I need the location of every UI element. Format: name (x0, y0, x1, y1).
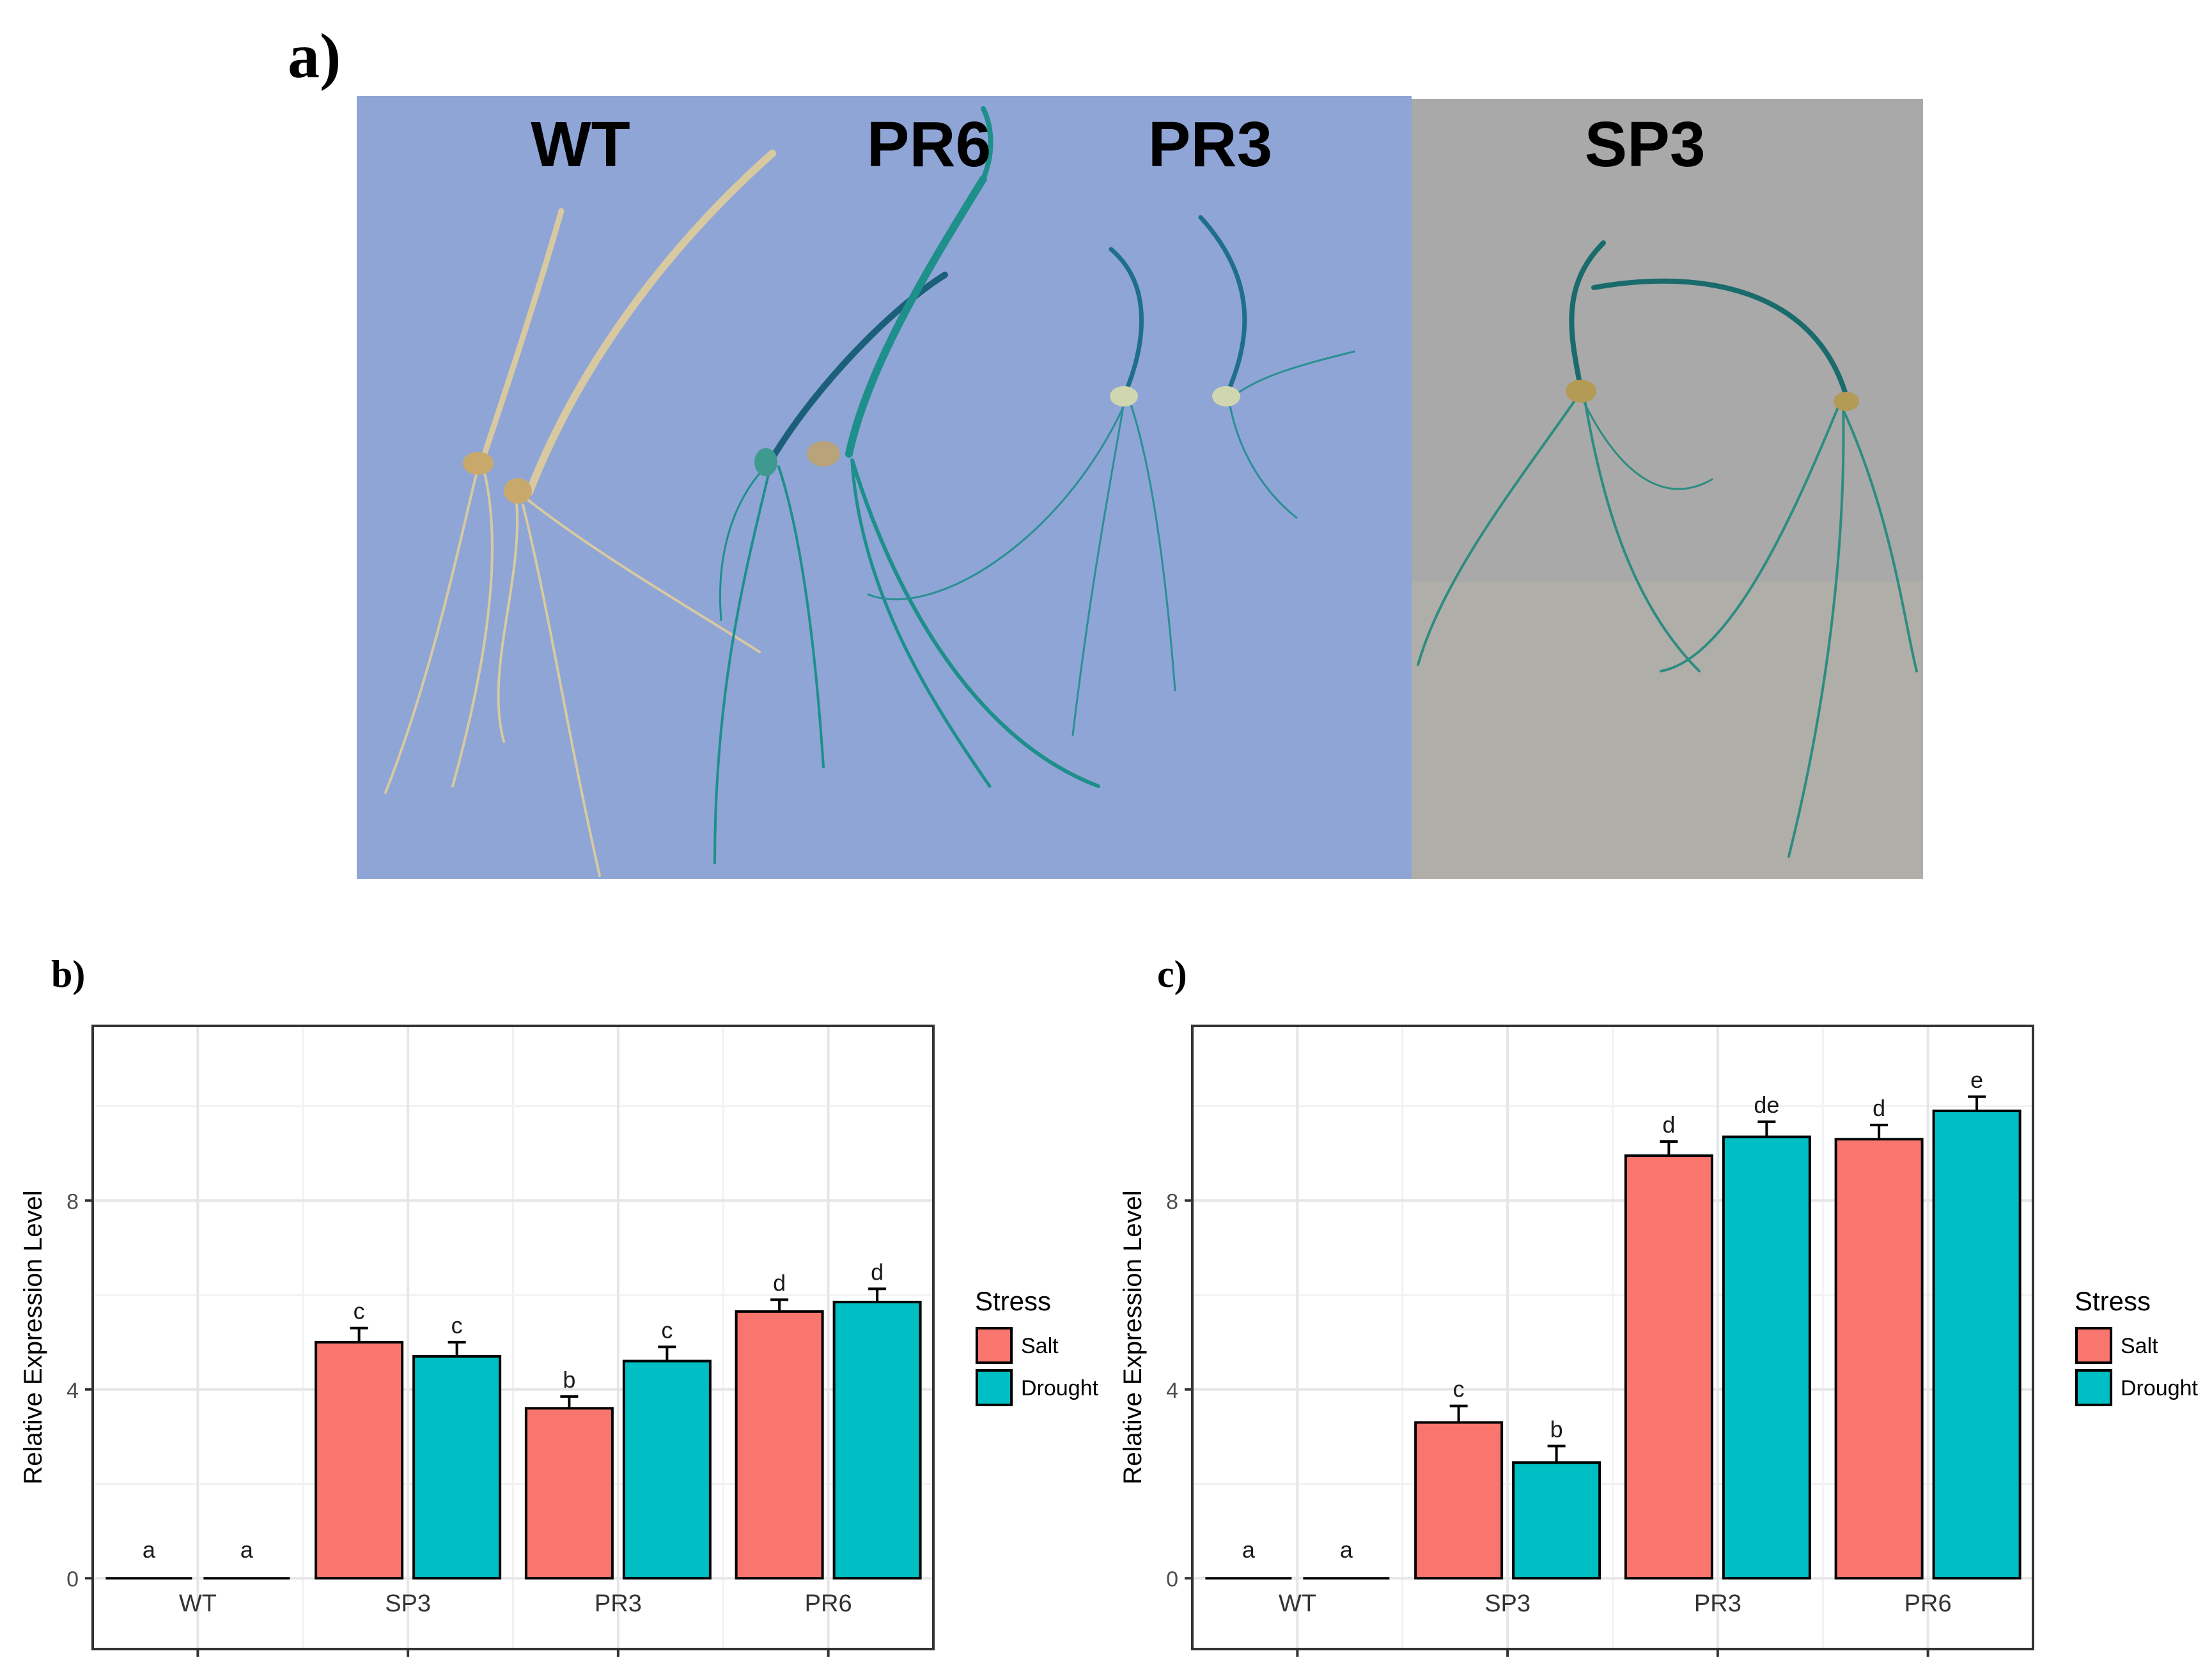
legend-key-salt (2075, 1327, 2112, 1364)
significance-letter: a (1242, 1537, 1256, 1563)
bar-salt (1624, 1154, 1713, 1580)
legend-key-drought (2075, 1369, 2112, 1406)
bar-drought (1512, 1461, 1601, 1580)
legend-title: Stress (2075, 1286, 2151, 1316)
significance-letter: a (1340, 1537, 1353, 1563)
x-tick-label: WT (179, 1590, 217, 1617)
significance-letter: a (143, 1537, 156, 1563)
y-tick-label: 4 (66, 1379, 79, 1403)
seedling-photo: WT PR6 PR3 SP3 (357, 96, 1923, 879)
legend-key-drought (976, 1369, 1013, 1406)
pr3-seedlings (867, 215, 1355, 736)
panel-label-a: a) (288, 20, 341, 91)
y-tick-label: 0 (66, 1567, 79, 1592)
significance-letter: e (1970, 1067, 1983, 1093)
y-axis-label: Relative Expression Level (1119, 1190, 1147, 1484)
significance-letter: b (1550, 1416, 1563, 1442)
significance-letter: b (563, 1367, 575, 1393)
significance-letter: c (354, 1298, 365, 1324)
bar-drought (1722, 1135, 1811, 1580)
bar-drought (412, 1355, 502, 1580)
significance-letter: d (1662, 1112, 1675, 1138)
y-tick-label: 4 (1166, 1379, 1178, 1403)
significance-letter: c (1453, 1376, 1465, 1402)
plot-border (1191, 1025, 2034, 1650)
bar-drought (1932, 1109, 2021, 1580)
bar-salt (1834, 1138, 1924, 1580)
bar-salt (1414, 1421, 1504, 1580)
bar-drought (832, 1301, 922, 1580)
significance-letter: d (1873, 1095, 1885, 1121)
photo-gray-gradient (1412, 582, 1923, 879)
legend-label: Salt (2121, 1334, 2158, 1358)
x-tick-label: SP3 (385, 1590, 431, 1617)
bar-salt (524, 1407, 614, 1580)
significance-letter: a (240, 1537, 254, 1563)
bar-salt (735, 1310, 824, 1580)
legend-title: Stress (975, 1286, 1051, 1316)
plot-border (91, 1025, 935, 1650)
x-tick-label: SP3 (1484, 1590, 1530, 1617)
y-axis-label: Relative Expression Level (19, 1190, 47, 1484)
y-tick-label: 8 (66, 1190, 79, 1214)
pr6-seedlings (713, 106, 1100, 864)
significance-letter: d (773, 1269, 786, 1296)
y-tick-label: 8 (1166, 1190, 1178, 1214)
bar-drought (622, 1360, 712, 1580)
panel-label-c: c) (1157, 953, 1187, 995)
significance-letter: d (871, 1259, 884, 1285)
chart-c: a c d d a b de e WT SP3 PR3 PR6 0 4 8 Relative Expressi… (1119, 1025, 2199, 1657)
y-tick-label: 0 (1166, 1567, 1178, 1592)
x-tick-label: PR3 (1694, 1590, 1741, 1617)
x-tick-label: PR6 (1904, 1590, 1952, 1617)
chart-b: a c b d a c c d WT SP3 PR3 PR6 0 4 8 Relative Expressio… (19, 1025, 1099, 1657)
photo-label-pr3: PR3 (1148, 109, 1273, 180)
significance-letter: de (1754, 1092, 1779, 1118)
sp3-seedlings (1417, 240, 1918, 858)
significance-letter: c (451, 1312, 463, 1338)
photo-background-gray (1412, 99, 1923, 879)
photo-label-wt: WT (531, 109, 630, 180)
legend-label: Salt (1021, 1334, 1059, 1358)
legend-label: Drought (1021, 1376, 1099, 1400)
bar-salt (315, 1340, 404, 1580)
photo-label-pr6: PR6 (867, 109, 992, 180)
significance-letter: c (661, 1317, 673, 1343)
photo-label-sp3: SP3 (1584, 109, 1705, 180)
wt-seedlings (384, 150, 776, 877)
x-tick-label: PR6 (805, 1590, 852, 1617)
legend-key-salt (976, 1327, 1013, 1364)
x-tick-label: WT (1279, 1590, 1316, 1617)
legend-label: Drought (2121, 1376, 2199, 1400)
x-tick-label: PR3 (595, 1590, 642, 1617)
panel-label-b: b) (51, 953, 86, 995)
